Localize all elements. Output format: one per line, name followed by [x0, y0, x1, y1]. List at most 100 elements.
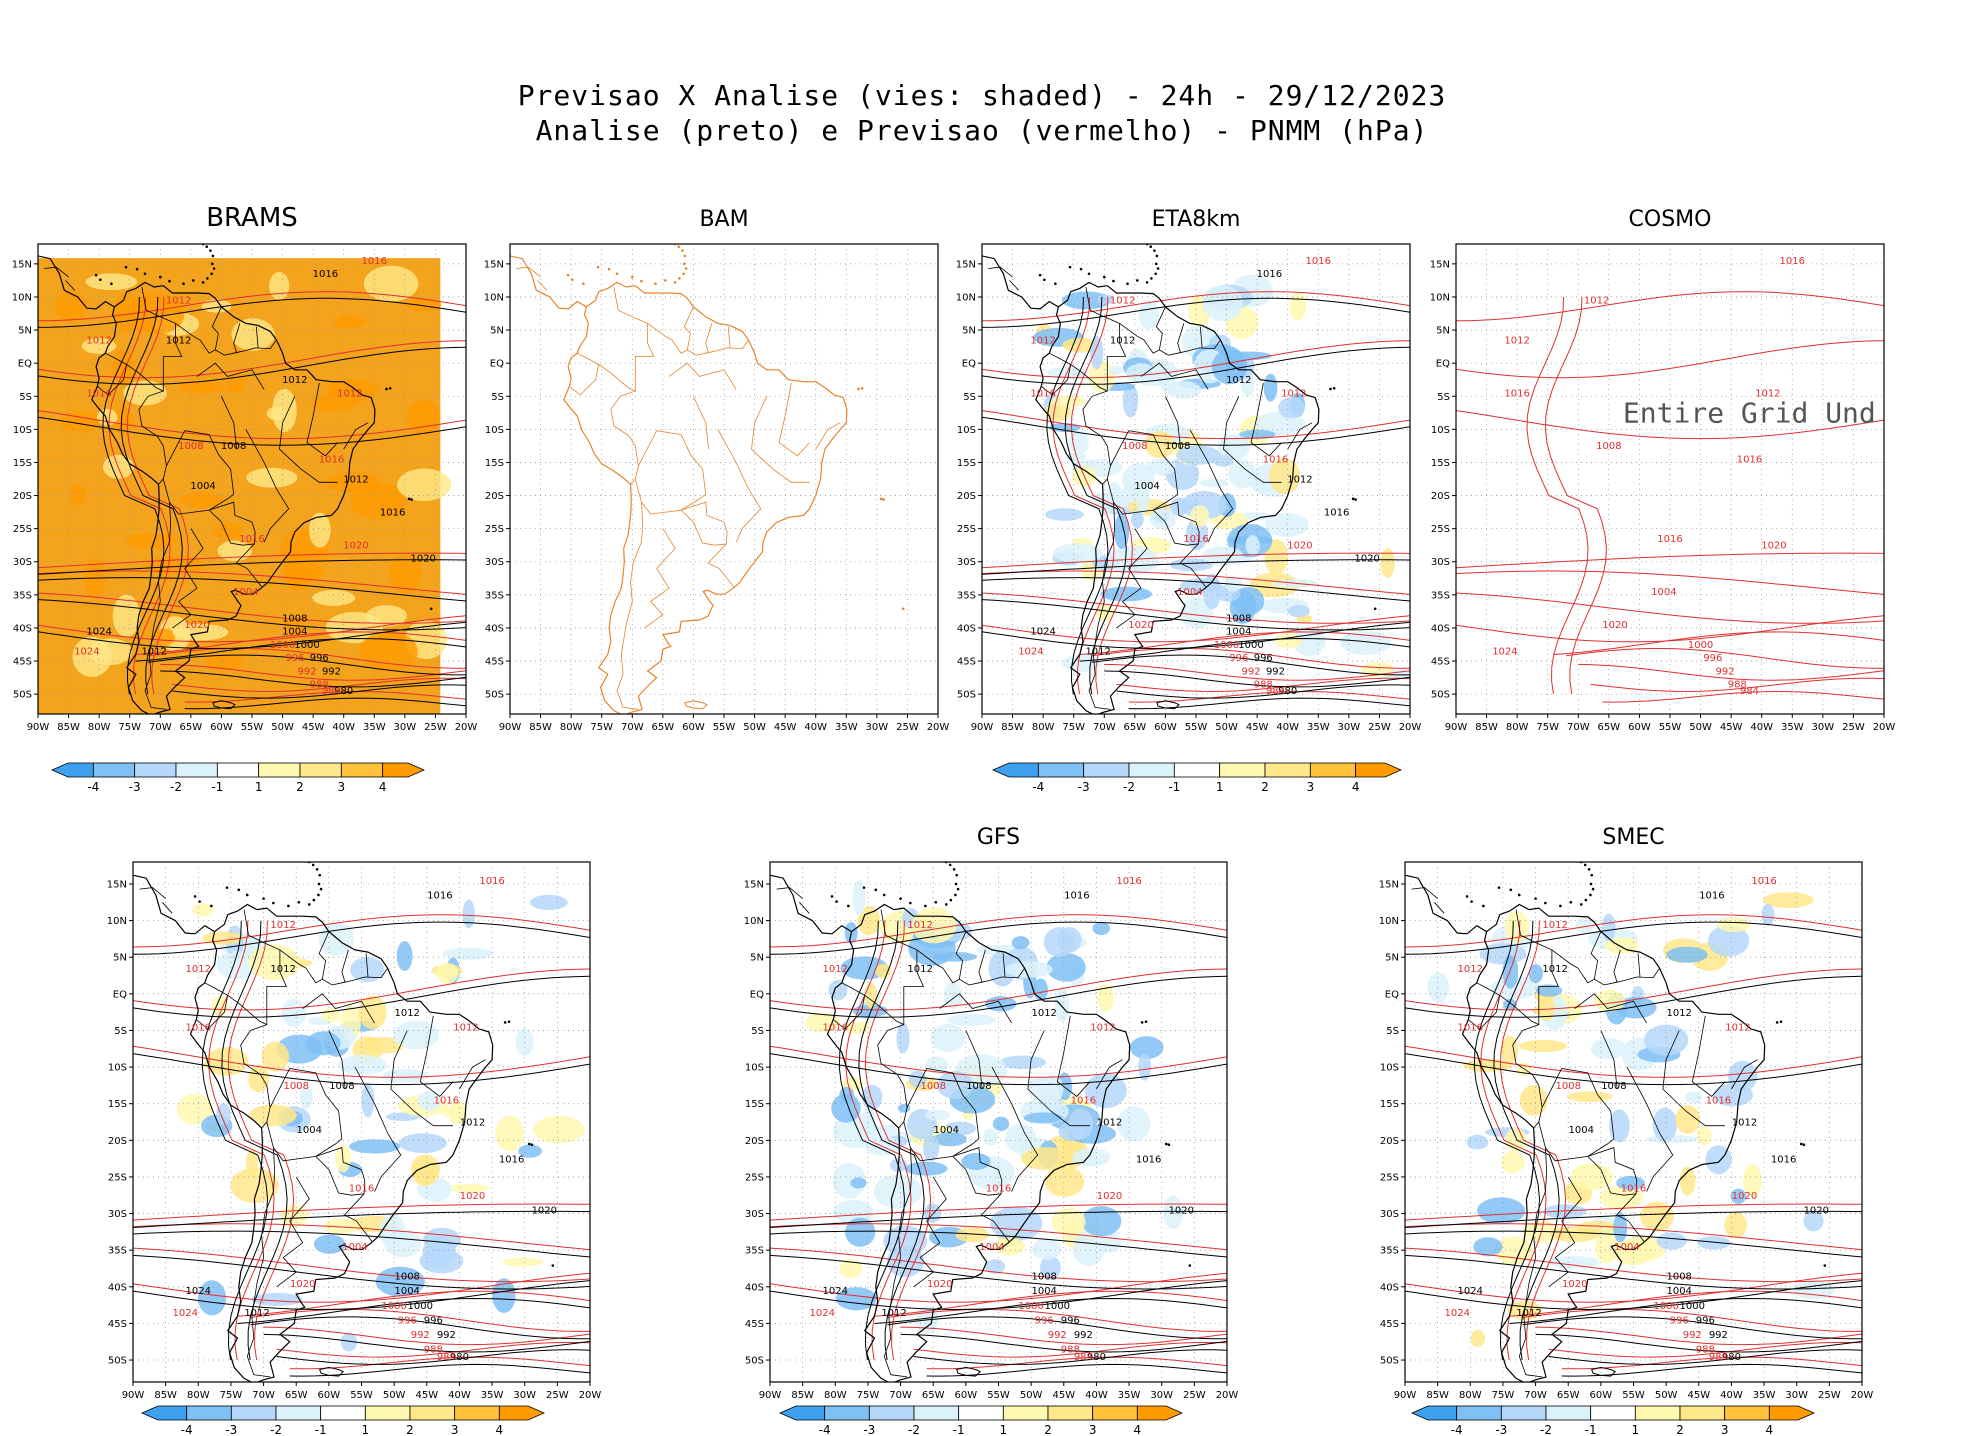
analysis-isobar-label: 996: [1254, 653, 1273, 664]
bias-blob: [943, 982, 963, 1009]
lon-tick-label: 20W: [455, 722, 478, 733]
analysis-isobar-label: 1016: [1064, 891, 1089, 902]
bias-blob: [805, 1012, 841, 1033]
bias-blob: [226, 373, 246, 394]
bias-blob: [272, 388, 297, 433]
forecast-isobar: [276, 1342, 590, 1358]
analysis-isobar: [887, 1316, 1227, 1340]
lon-tick-label: 70W: [1567, 722, 1590, 733]
bias-blob: [1224, 575, 1242, 592]
country-border: [916, 931, 967, 984]
forecast-isobar: [982, 291, 1410, 322]
lon-tick-label: 30W: [1785, 1390, 1808, 1401]
forecast-isobar: [1480, 920, 1547, 1361]
analysis-isobar-label: 1020: [410, 554, 435, 565]
bias-blob: [1122, 462, 1155, 497]
analysis-isobar: [263, 1333, 590, 1353]
colorbar-tick-label: -4: [87, 780, 99, 794]
lat-tick-label: 10S: [745, 1063, 764, 1074]
forecast-isobar: [1544, 296, 1607, 695]
lon-tick-label: 30W: [1150, 1390, 1173, 1401]
bias-blob: [1179, 597, 1214, 629]
forecast-isobar-label: 1016: [86, 388, 111, 399]
forecast-isobar: [184, 690, 466, 703]
lon-tick-label: 90W: [1394, 1390, 1417, 1401]
forecast-isobar-label: 1012: [337, 388, 362, 399]
country-border: [877, 1024, 908, 1129]
analysis-isobar: [38, 621, 466, 650]
bias-blob: [417, 1091, 442, 1112]
island: [1584, 898, 1588, 902]
analysis-isobar: [1405, 1230, 1862, 1258]
forecast-isobar-label: 1016: [1504, 388, 1529, 399]
colorbar: -4 -3 -2 -1 1 2 3 4: [141, 1405, 545, 1436]
bias-blob: [1053, 543, 1103, 564]
lon-tick-label: 90W: [27, 722, 50, 733]
lon-tick-label: 80W: [88, 722, 111, 733]
country-border: [215, 339, 277, 356]
bias-blob: [955, 1054, 1008, 1087]
colorbar-tick-label: 4: [1134, 1423, 1142, 1436]
analysis-isobar-label: 1024: [86, 627, 111, 638]
bias-blob: [422, 1227, 461, 1252]
forecast-isobar: [770, 1203, 1227, 1221]
analysis-isobar-label: 1012: [282, 375, 307, 386]
bias-blob: [1712, 1083, 1753, 1107]
country-border: [668, 362, 737, 390]
lat-tick-label: 35S: [745, 1246, 764, 1257]
country-border: [1637, 953, 1641, 978]
forecast-isobar-label: 1020: [1128, 620, 1153, 631]
forecast-isobar-label: 1012: [823, 964, 848, 975]
country-border: [246, 1147, 276, 1378]
country-border: [705, 323, 713, 354]
analysis-isobar: [1405, 921, 1862, 955]
island: [954, 893, 957, 897]
bias-blob: [1470, 1329, 1486, 1348]
bias-blob: [905, 1076, 939, 1092]
lat-tick-label: EQ: [113, 989, 127, 1000]
colorbar-swatch: [299, 762, 342, 778]
bias-blob: [205, 1047, 249, 1076]
bias-blob: [72, 636, 112, 677]
bias-blob: [88, 638, 132, 666]
island: [1482, 904, 1485, 908]
colorbar-swatch: [498, 1405, 545, 1421]
analysis-isobar-label: 1012: [1031, 1008, 1056, 1019]
bias-blob: [313, 1234, 346, 1254]
country-border: [537, 280, 547, 291]
lat-tick-label: 10N: [484, 292, 504, 303]
forecast-isobar-label: 988: [310, 680, 329, 691]
bias-blob: [1084, 1073, 1127, 1109]
colorbar-swatch: [1092, 1405, 1138, 1421]
bias-blob: [879, 910, 929, 944]
bias-blob: [1208, 334, 1231, 352]
bias-blob: [1109, 365, 1124, 376]
bias-blob: [273, 957, 313, 969]
island: [124, 265, 128, 269]
island: [582, 282, 585, 286]
lon-tick-label: 40W: [804, 722, 827, 733]
colorbar: -4 -3 -2 -1 1 2 3 4: [779, 1405, 1183, 1436]
country-border: [1615, 1193, 1645, 1242]
analysis-isobar: [133, 1053, 590, 1086]
country-border: [1082, 390, 1111, 485]
map-body: 1016101210121008100410121016102010081004…: [1405, 862, 1862, 1382]
bias-blob: [1211, 349, 1247, 385]
lat-tick-label: 40S: [485, 623, 504, 634]
country-border: [1159, 339, 1221, 356]
island: [1579, 862, 1583, 864]
forecast-isobar-label: 988: [1696, 1345, 1715, 1356]
island: [298, 857, 301, 860]
bias-blob: [930, 1023, 966, 1052]
bias-blob: [1690, 942, 1729, 971]
bias-blob: [1666, 946, 1708, 963]
bias-blob: [1656, 1232, 1687, 1250]
country-border: [952, 1147, 1003, 1196]
lat-tick-label: EQ: [1436, 359, 1450, 370]
lon-tick-label: 60W: [1628, 722, 1651, 733]
bias-blob: [842, 1077, 863, 1092]
island: [410, 498, 413, 501]
bias-blob: [1044, 1166, 1085, 1197]
bias-blob: [1202, 285, 1244, 322]
